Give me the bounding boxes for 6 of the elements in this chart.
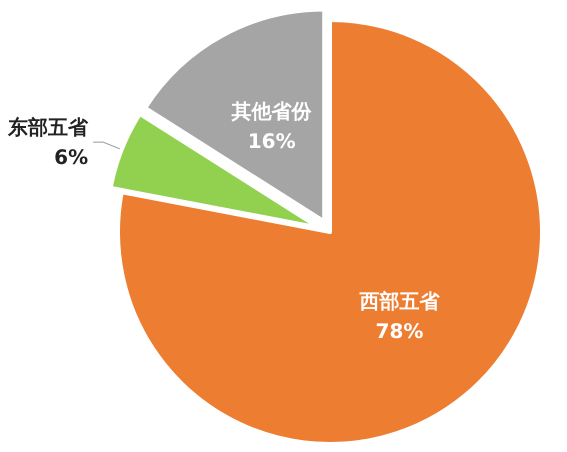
- slice-label: 东部五省: [7, 115, 90, 140]
- data-label: 6%: [54, 145, 88, 170]
- slice-label: 西部五省: [358, 288, 440, 313]
- data-label: 78%: [376, 318, 424, 343]
- slice-label: 其他省份: [230, 98, 313, 123]
- data-label: 16%: [248, 128, 296, 153]
